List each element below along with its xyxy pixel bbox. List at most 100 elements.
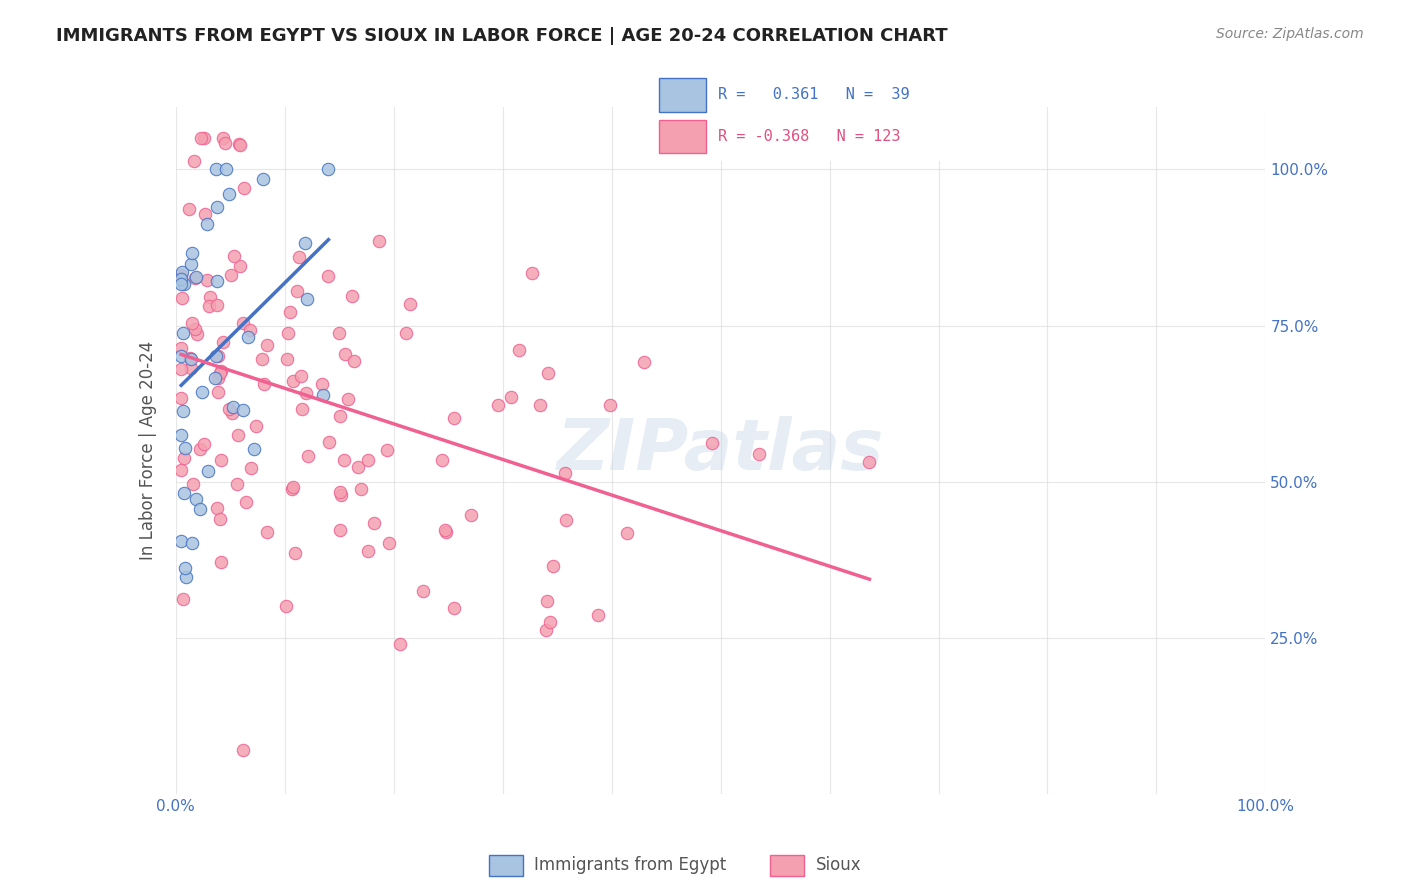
Point: [430, 452, 453, 467]
Point: [343, 354, 366, 368]
Point: [208, 512, 231, 526]
Point: [224, 249, 246, 263]
Point: [204, 370, 226, 384]
Point: [363, 516, 385, 531]
Point: [229, 138, 252, 153]
Point: [232, 180, 254, 194]
Point: [180, 246, 202, 260]
Point: [291, 401, 314, 416]
Point: [193, 207, 215, 221]
Point: [170, 291, 193, 305]
Point: [170, 272, 193, 286]
Point: [207, 385, 229, 400]
Point: [541, 558, 564, 573]
Point: [357, 544, 380, 558]
Point: [170, 349, 193, 363]
Point: [318, 435, 340, 450]
Point: [170, 427, 193, 442]
Point: [281, 374, 304, 388]
Point: [195, 218, 218, 232]
Point: [486, 398, 509, 412]
Point: [253, 377, 276, 392]
Point: [554, 467, 576, 481]
Point: [170, 341, 193, 355]
Point: [170, 268, 193, 282]
Point: [318, 162, 340, 177]
Point: [858, 455, 880, 469]
Point: [173, 451, 195, 466]
Point: [616, 526, 638, 541]
Point: [193, 437, 215, 451]
Point: [180, 257, 202, 271]
Point: [284, 546, 307, 560]
Point: [170, 534, 193, 549]
Point: [236, 330, 259, 344]
Point: [174, 561, 197, 575]
Point: [389, 637, 412, 651]
Point: [228, 136, 250, 151]
Point: [285, 284, 308, 298]
Point: [177, 202, 200, 216]
Point: [395, 326, 418, 340]
Point: [368, 234, 391, 248]
Point: [242, 442, 264, 457]
Point: [443, 601, 465, 615]
Point: [212, 131, 235, 145]
Point: [460, 508, 482, 522]
Point: [633, 355, 655, 369]
Point: [250, 352, 273, 367]
Text: Sioux: Sioux: [815, 856, 860, 874]
Point: [239, 322, 262, 336]
Point: [204, 162, 226, 177]
Point: [281, 480, 304, 494]
Bar: [770, 855, 804, 876]
Point: [297, 449, 319, 463]
Point: [226, 477, 249, 491]
Point: [215, 162, 238, 177]
Point: [536, 367, 558, 381]
Point: [588, 607, 610, 622]
Point: [529, 399, 551, 413]
Point: [536, 593, 558, 607]
Point: [538, 615, 561, 630]
Point: [329, 523, 352, 537]
Point: [188, 442, 211, 456]
Point: [170, 463, 193, 477]
Point: [186, 327, 208, 342]
Point: [316, 268, 339, 283]
Point: [195, 273, 218, 287]
Text: R = -0.368   N = 123: R = -0.368 N = 123: [717, 129, 900, 144]
Point: [198, 299, 221, 313]
Point: [207, 298, 229, 312]
Point: [702, 436, 724, 450]
Point: [170, 362, 193, 376]
Point: [207, 371, 229, 385]
Point: [329, 484, 352, 499]
Bar: [489, 855, 523, 876]
Bar: [658, 120, 706, 153]
Point: [204, 349, 226, 363]
Point: [281, 483, 304, 497]
Point: [205, 500, 228, 515]
Point: [375, 442, 398, 457]
Point: [228, 260, 250, 274]
FancyBboxPatch shape: [638, 70, 1049, 162]
Text: Source: ZipAtlas.com: Source: ZipAtlas.com: [1216, 27, 1364, 41]
Point: [235, 494, 257, 508]
Point: [333, 347, 356, 361]
Point: [180, 361, 202, 376]
Point: [222, 400, 245, 414]
Point: [350, 482, 373, 496]
Point: [294, 235, 316, 250]
Bar: [658, 78, 706, 112]
Point: [173, 441, 195, 455]
Point: [184, 270, 207, 285]
Point: [599, 398, 621, 412]
Point: [245, 419, 267, 434]
Text: IMMIGRANTS FROM EGYPT VS SIOUX IN LABOR FORCE | AGE 20-24 CORRELATION CHART: IMMIGRANTS FROM EGYPT VS SIOUX IN LABOR …: [56, 27, 948, 45]
Point: [508, 343, 530, 358]
Point: [522, 266, 544, 280]
Point: [412, 583, 434, 598]
Point: [311, 388, 333, 402]
Point: [330, 487, 353, 501]
